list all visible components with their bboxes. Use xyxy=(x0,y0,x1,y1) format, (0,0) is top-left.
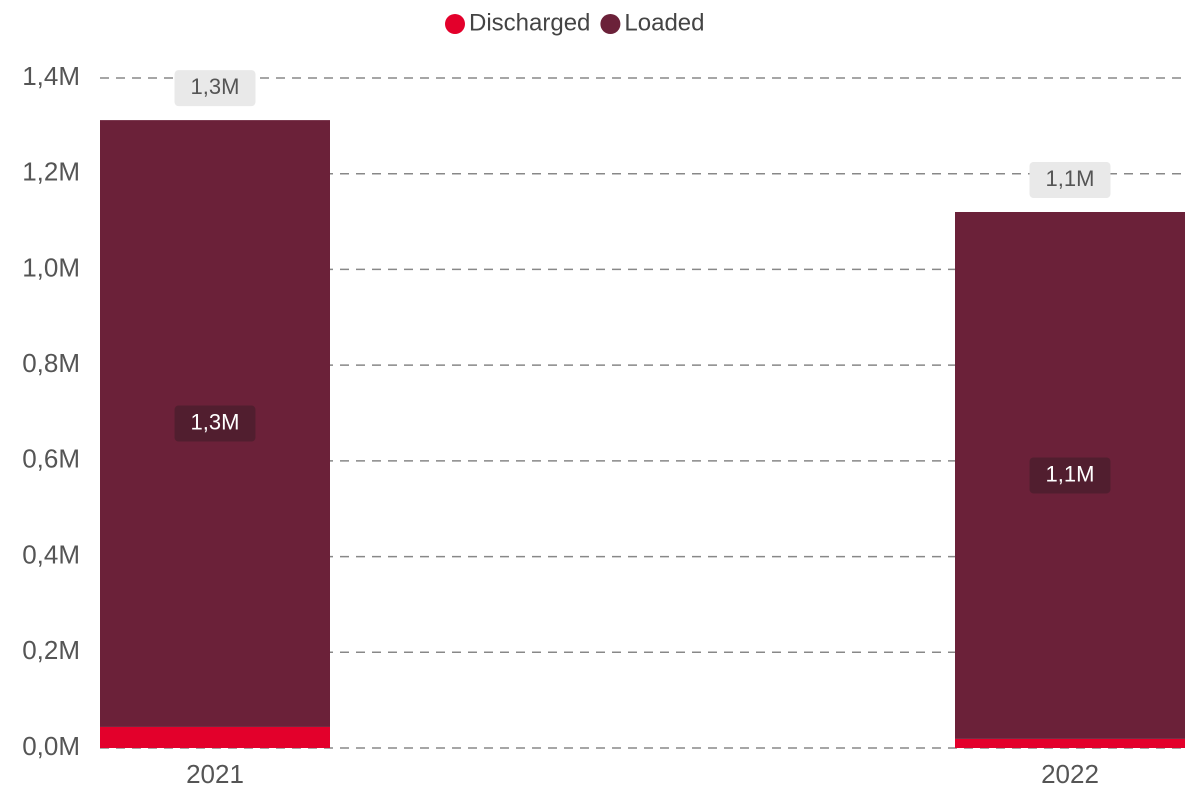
y-tick-label: 1,2M xyxy=(22,157,80,187)
y-tick-label: 0,8M xyxy=(22,348,80,378)
legend-swatch xyxy=(600,14,621,34)
data-label: 1,3M xyxy=(191,409,240,434)
total-label-group: 1,3M xyxy=(174,70,256,107)
legend-label: Discharged xyxy=(469,9,590,36)
data-label-bg xyxy=(174,405,256,442)
data-label-group: 1,1M xyxy=(1029,457,1111,494)
y-tick-label: 0,0M xyxy=(22,731,80,761)
y-tick-label: 0,4M xyxy=(22,539,80,569)
data-label-group: 1,3M xyxy=(174,405,256,442)
total-label: 1,1M xyxy=(1046,166,1095,191)
data-label: 1,1M xyxy=(1046,461,1095,486)
total-label-bg xyxy=(174,70,256,107)
bar-segment xyxy=(955,738,1185,748)
y-tick-label: 1,0M xyxy=(22,252,80,282)
y-tick-label: 0,2M xyxy=(22,635,80,665)
y-tick-label: 0,6M xyxy=(22,444,80,474)
x-tick-label: 2021 xyxy=(186,759,244,789)
bar-segment xyxy=(100,726,330,748)
total-label: 1,3M xyxy=(191,74,240,99)
total-label-bg xyxy=(1029,162,1111,198)
x-tick-label: 2022 xyxy=(1041,759,1099,789)
data-label-bg xyxy=(1029,457,1111,494)
legend-label: Loaded xyxy=(624,9,704,36)
legend-swatch xyxy=(445,14,465,34)
y-tick-label: 1,4M xyxy=(22,61,80,91)
total-label-group: 1,1M xyxy=(1029,162,1111,198)
